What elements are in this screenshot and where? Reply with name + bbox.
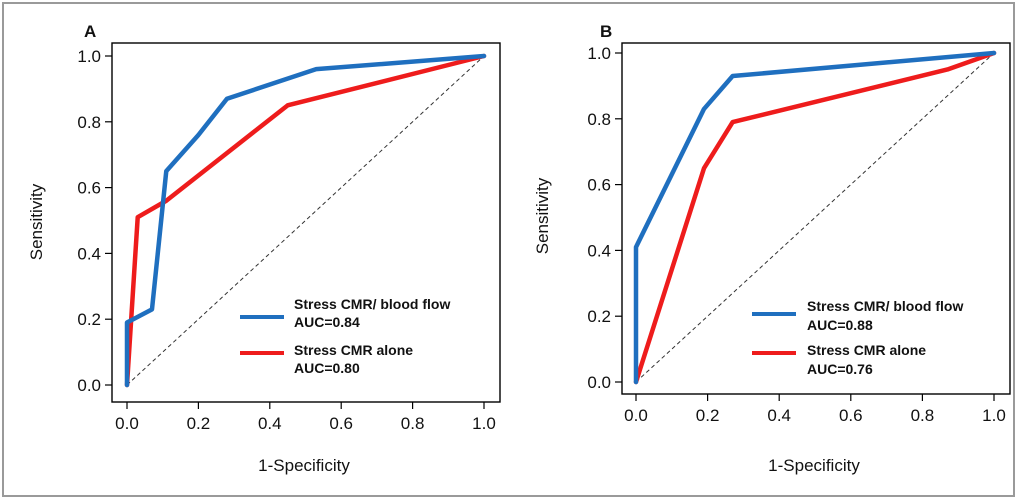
panel-b-legend: Stress CMR/ blood flow AUC=0.88 Stress C… (752, 298, 963, 377)
panel-b-legend-label-2: Stress CMR alone (807, 342, 926, 358)
panel-b-series-stress-cmr-blood-flow (633, 50, 997, 385)
panel-a-ylabel: Sensitivity (27, 183, 46, 260)
panel-b-ytick-label: 0.2 (587, 307, 611, 326)
panel-b-series-stress-cmr-alone (633, 50, 997, 385)
panel-a-xtick-label: 0.2 (187, 414, 211, 433)
panel-a-ytick-label: 1.0 (77, 47, 101, 66)
panel-a-xtick-label: 0.8 (401, 414, 425, 433)
panel-b-legend-label-1: Stress CMR/ blood flow (807, 298, 963, 314)
panel-a-legend-auc-1: AUC=0.84 (294, 314, 360, 330)
panel-a-ytick-label: 0.2 (77, 310, 101, 329)
panel-a-legend-label-1: Stress CMR/ blood flow (294, 296, 450, 312)
panel-b-xlabel: 1-Specificity (768, 456, 860, 475)
panel-a-ytick-label: 0.4 (77, 244, 101, 263)
panel-b-xtick-label: 0.8 (911, 406, 935, 425)
panel-b-ytick-label: 0.0 (587, 373, 611, 392)
panel-b-xtick-label: 1.0 (982, 406, 1006, 425)
panel-a-ytick-label: 0.0 (77, 376, 101, 395)
panel-a-label: A (84, 22, 96, 41)
panel-a-plot-box (111, 42, 501, 403)
panel-b-legend-auc-2: AUC=0.76 (807, 361, 873, 377)
panel-a-legend-auc-2: AUC=0.80 (294, 360, 360, 376)
panel-b-plot-box (621, 42, 1011, 395)
panel-a-ytick-label: 0.6 (77, 179, 101, 198)
panel-a: A 0.00.20.40.60.81.0 0.0 0.2 0.4 0.6 0.8 1.0 … (27, 22, 501, 475)
panel-a-series-stress-cmr-blood-flow (124, 53, 487, 388)
panel-b-ytick-label: 0.8 (587, 110, 611, 129)
panel-b-ylabel: Sensitivity (533, 177, 552, 254)
panel-b-label: B (600, 22, 612, 41)
panel-a-xtick-label: 0.0 (115, 414, 139, 433)
panel-b-legend-auc-1: AUC=0.88 (807, 317, 873, 333)
panel-b-xtick-label: 0.2 (696, 406, 720, 425)
panel-a-ytick-label: 0.8 (77, 113, 101, 132)
panel-a-xtick-label: 0.6 (329, 414, 353, 433)
panel-a-xtick-label: 0.4 (258, 414, 282, 433)
panel-a-series-stress-cmr-alone (124, 53, 487, 388)
panel-b: B 0.00.20.40.60.81.0 0.0 0.2 0.4 0.6 0.8 1.0 … (533, 22, 1011, 475)
panel-b-xtick-label: 0.6 (839, 406, 863, 425)
panel-a-legend-label-2: Stress CMR alone (294, 342, 413, 358)
panel-b-xtick-label: 0.0 (624, 406, 648, 425)
panel-b-ytick-label: 0.6 (587, 176, 611, 195)
panel-b-ytick-label: 0.4 (587, 241, 611, 260)
panel-b-ytick-label: 1.0 (587, 44, 611, 63)
panel-a-legend: Stress CMR/ blood flow AUC=0.84 Stress C… (240, 296, 450, 376)
panel-a-reference-diagonal (126, 55, 485, 386)
panel-b-xtick-label: 0.4 (767, 406, 791, 425)
panel-a-xlabel: 1-Specificity (258, 456, 350, 475)
panel-a-xtick-label: 1.0 (472, 414, 496, 433)
